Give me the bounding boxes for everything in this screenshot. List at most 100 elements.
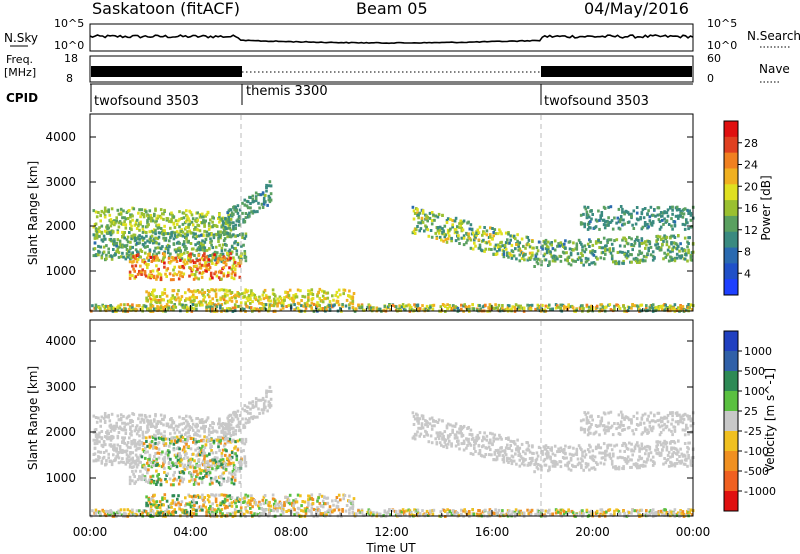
power-cell: [238, 208, 242, 212]
velocity-cell: [230, 455, 234, 459]
power-cell: [613, 307, 616, 311]
velocity-cell: [332, 503, 335, 507]
velocity-cell: [575, 447, 579, 451]
velocity-cell: [441, 432, 444, 436]
power-cell: [612, 249, 615, 253]
power-cell: [688, 236, 691, 240]
power-cell: [501, 307, 504, 310]
power-cell: [227, 273, 230, 277]
power-cell: [217, 302, 220, 306]
power-cell: [168, 239, 171, 243]
velocity-cell: [230, 477, 234, 481]
power-cell: [192, 293, 195, 297]
power-cell: [649, 253, 653, 257]
velocity-cell: [147, 422, 150, 426]
power-cell: [553, 248, 557, 252]
power-cell: [232, 221, 235, 225]
velocity-cell: [249, 502, 252, 506]
power-cell: [234, 234, 237, 238]
velocity-cell: [269, 504, 273, 508]
power-cell: [483, 232, 486, 236]
power-cell: [412, 229, 416, 233]
velocity-cell: [238, 481, 242, 484]
velocity-cell: [243, 496, 246, 500]
velocity-cell: [189, 465, 192, 469]
power-cell: [565, 251, 568, 255]
power-cell: [308, 289, 311, 293]
power-cell: [194, 236, 197, 240]
power-cell: [348, 303, 351, 307]
velocity-cell: [451, 430, 454, 434]
power-cell: [175, 222, 179, 226]
power-cell: [163, 252, 166, 256]
power-cell: [253, 293, 257, 297]
power-cell: [624, 254, 628, 258]
velocity-cell: [557, 447, 560, 451]
power-cell: [519, 249, 523, 253]
nave-right-tick-bottom: 0: [707, 72, 714, 85]
power-cell: [214, 263, 218, 266]
power-cell: [115, 216, 118, 220]
velocity-cell: [176, 458, 180, 462]
power-cell: [502, 250, 506, 254]
velocity-cell: [510, 459, 514, 463]
power-cell: [469, 246, 473, 250]
power-cell: [543, 252, 547, 256]
velocity-cell: [152, 481, 156, 485]
velocity-cell: [264, 499, 268, 503]
power-cell: [185, 225, 188, 229]
velocity-cell: [168, 466, 172, 470]
power-cell: [496, 306, 500, 310]
power-cell: [584, 256, 588, 260]
power-cell: [509, 234, 512, 238]
velocity-cell: [415, 433, 418, 437]
power-cell: [437, 212, 441, 216]
velocity-cell: [179, 464, 182, 468]
power-cell: [378, 307, 382, 311]
velocity-cell: [526, 463, 530, 467]
velocity-cell: [173, 477, 176, 481]
power-cell: [547, 240, 550, 244]
power-cell: [217, 240, 220, 243]
power-cell: [462, 243, 466, 247]
velocity-cell: [310, 493, 314, 497]
velocity-cell: [597, 444, 600, 448]
colorbar-swatch: [724, 231, 738, 248]
velocity-cell: [203, 496, 206, 499]
power-cell: [648, 219, 652, 223]
velocity-cell: [115, 424, 118, 428]
power-cell: [666, 208, 670, 212]
velocity-cell: [128, 482, 132, 486]
power-cell: [335, 290, 339, 294]
velocity-cell: [200, 439, 203, 443]
velocity-cell: [121, 436, 124, 440]
velocity-cell: [189, 416, 193, 420]
velocity-cell: [221, 428, 225, 432]
power-cell: [610, 219, 614, 223]
velocity-cell: [427, 440, 431, 444]
velocity-cell: [146, 450, 149, 454]
power-cell: [194, 290, 197, 294]
velocity-cell: [481, 454, 484, 458]
power-cell: [108, 307, 111, 311]
velocity-cell: [210, 464, 213, 468]
power-cell: [172, 308, 175, 312]
power-cell: [231, 264, 235, 268]
velocity-cell: [147, 498, 151, 501]
power-cell: [675, 243, 679, 247]
velocity-cell: [198, 467, 202, 471]
power-cell: [673, 236, 677, 239]
velocity-cell: [181, 428, 185, 432]
velocity-cell: [204, 505, 208, 509]
velocity-cell: [170, 417, 173, 420]
power-cell: [146, 245, 149, 248]
velocity-cell: [598, 451, 601, 455]
power-cell: [113, 219, 116, 223]
power-cell: [214, 270, 218, 274]
power-cell: [309, 304, 312, 308]
velocity-cell: [209, 476, 213, 480]
velocity-cell: [564, 463, 567, 467]
power-cell: [155, 219, 158, 223]
power-cell: [516, 239, 519, 243]
velocity-cell: [193, 501, 196, 504]
